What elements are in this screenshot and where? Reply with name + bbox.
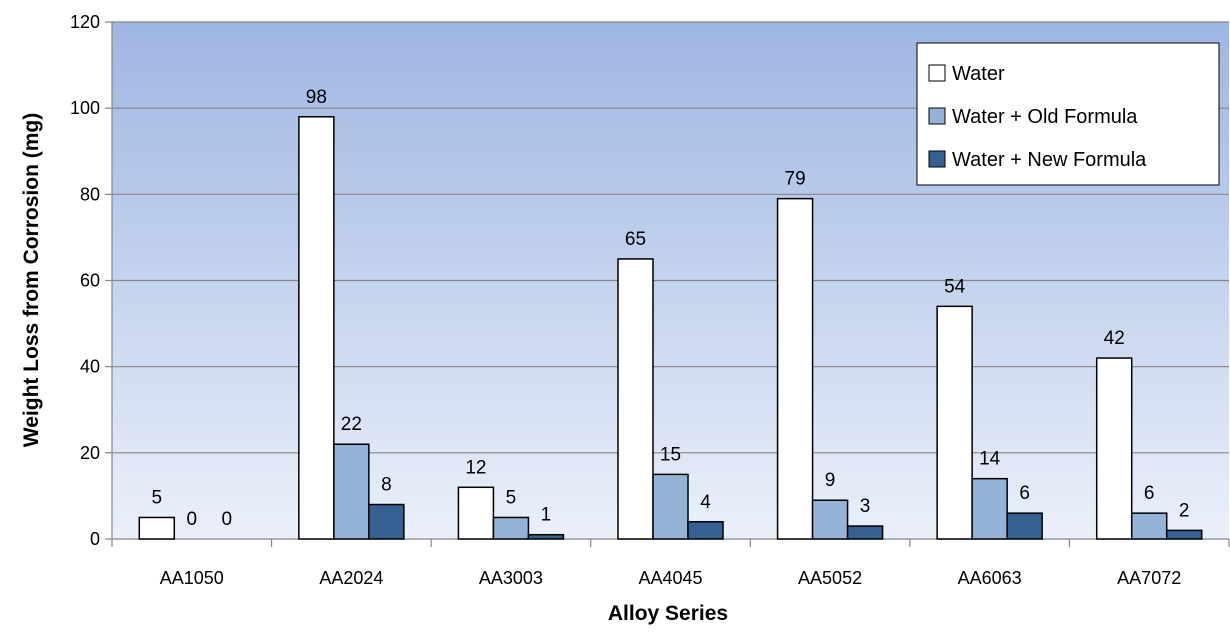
bar-water-aa6063 (936, 305, 973, 540)
x-tick-label: AA1050 (160, 568, 224, 588)
data-label: 14 (979, 449, 1001, 470)
legend-label-water: Water (952, 63, 1005, 85)
data-label: 2 (1179, 500, 1190, 521)
x-tick-label: AA4045 (638, 568, 702, 588)
data-label: 5 (506, 487, 517, 508)
x-tick-label: AA5052 (798, 568, 862, 588)
x-axis-title: Alloy Series (608, 602, 728, 625)
bar-water-old-formula-aa4045 (652, 473, 689, 540)
x-tick-label: AA7072 (1117, 568, 1181, 588)
bar-water-old-formula-aa2024 (333, 443, 370, 540)
bar-water-new-formula-aa6063 (1006, 512, 1043, 540)
bar-water-aa1050 (138, 516, 176, 540)
legend-item-new-formula: Water + New Formula (928, 149, 1147, 171)
bars (138, 116, 1203, 540)
bar-water-aa3003 (457, 486, 495, 540)
legend-swatch-new-formula (928, 150, 946, 168)
bar-water-new-formula-aa5052 (846, 525, 884, 540)
y-tick-label: 40 (80, 357, 100, 377)
data-label: 98 (306, 87, 327, 108)
data-label: 3 (860, 496, 871, 517)
data-label: 79 (785, 169, 806, 190)
bar-water-aa5052 (776, 197, 814, 540)
x-tick-label: AA3003 (479, 568, 543, 588)
legend: Water Water + Old Formula Water + New Fo… (916, 42, 1220, 186)
legend-item-old-formula: Water + Old Formula (928, 106, 1138, 128)
y-tick-label: 100 (70, 98, 100, 118)
bar-water-new-formula-aa2024 (368, 503, 405, 540)
y-tick-label: 60 (80, 271, 100, 291)
bar-water-old-formula-aa5052 (811, 499, 849, 540)
bar-water-aa2024 (298, 116, 335, 540)
y-tick-label: 80 (80, 184, 100, 204)
data-label: 65 (625, 229, 646, 250)
legend-swatch-water (928, 64, 946, 82)
bar-water-old-formula-aa7072 (1130, 512, 1168, 540)
data-label: 22 (341, 414, 362, 435)
legend-swatch-old-formula (928, 107, 946, 125)
x-tick-label: AA2024 (319, 568, 383, 588)
legend-label-new-formula: Water + New Formula (952, 149, 1147, 171)
data-label: 15 (660, 444, 681, 465)
legend-box (916, 42, 1220, 186)
bar-water-aa4045 (617, 258, 654, 540)
data-label: 12 (465, 457, 486, 478)
data-label: 5 (151, 487, 162, 508)
data-label: 0 (186, 509, 197, 530)
bar-water-aa7072 (1095, 357, 1133, 540)
data-label: 4 (700, 492, 711, 513)
data-label: 54 (944, 276, 966, 297)
x-tick-labels: AA1050 AA2024 AA3003 AA4045 AA5052 AA6063 AA70… (160, 568, 1181, 588)
bar-water-old-formula-aa6063 (971, 477, 1008, 540)
y-tick-labels: 0 20 40 60 80 100 120 (70, 12, 100, 549)
y-tick-label: 0 (90, 529, 100, 549)
data-label: 1 (541, 505, 552, 526)
data-label: 8 (381, 475, 392, 496)
bar-water-new-formula-aa3003 (527, 533, 565, 540)
data-labels: 5 0 0 98 22 8 12 5 1 65 15 4 79 9 3 54 14 6 42 6 2 (151, 87, 1189, 530)
y-axis-title: Weight Loss from Corrosion (mg) (20, 113, 43, 447)
y-tick-label: 20 (80, 443, 100, 463)
data-label: 6 (1144, 483, 1155, 504)
bar-water-new-formula-aa4045 (687, 521, 724, 540)
legend-item-water: Water (928, 63, 1005, 85)
legend-label-old-formula: Water + Old Formula (952, 106, 1138, 128)
data-label: 0 (221, 509, 232, 530)
data-label: 9 (825, 470, 836, 491)
data-label: 6 (1019, 483, 1030, 504)
data-label: 42 (1104, 328, 1125, 349)
bar-water-old-formula-aa3003 (492, 516, 530, 540)
x-tick-label: AA6063 (958, 568, 1022, 588)
bar-water-new-formula-aa7072 (1165, 529, 1203, 540)
y-tick-label: 120 (70, 12, 100, 32)
